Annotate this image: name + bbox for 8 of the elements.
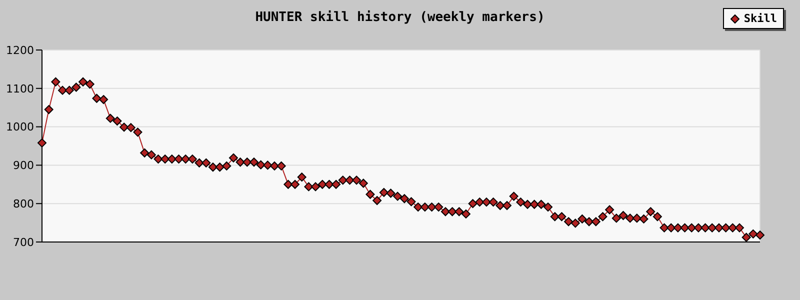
chart-title: HUNTER skill history (weekly markers) xyxy=(255,10,545,25)
y-tick-label: 1000 xyxy=(6,120,34,134)
legend-label: Skill xyxy=(744,12,777,25)
y-tick-label: 800 xyxy=(13,198,34,211)
y-tick-label: 1200 xyxy=(6,44,34,57)
y-tick-label: 700 xyxy=(13,236,34,249)
y-tick-label: 1100 xyxy=(6,82,34,96)
y-tick-label: 900 xyxy=(13,159,34,172)
